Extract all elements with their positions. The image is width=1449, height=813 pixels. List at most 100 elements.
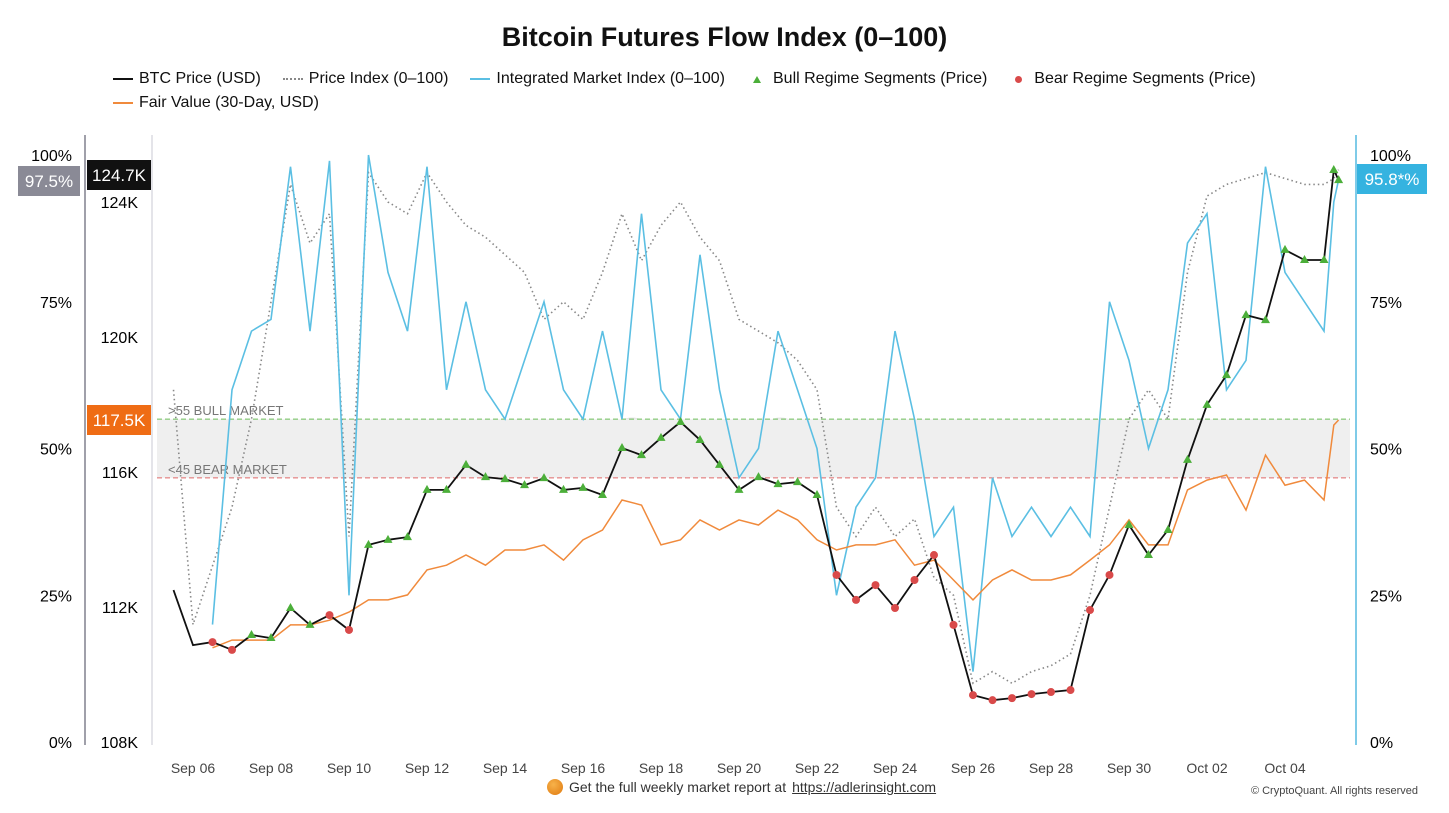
left-pct-tick: 25% — [40, 588, 72, 605]
bear-marker — [852, 595, 860, 604]
x-tick: Sep 26 — [951, 760, 996, 776]
bull-marker — [812, 489, 822, 498]
bull-marker — [403, 532, 412, 541]
bull-marker — [754, 472, 763, 481]
bear-marker — [832, 570, 841, 579]
tag-background — [1357, 164, 1427, 194]
legend-item-market-index[interactable]: Integrated Market Index (0–100) — [470, 70, 725, 88]
legend-item-btc-price[interactable]: BTC Price (USD) — [113, 70, 261, 88]
chart-title: Bitcoin Futures Flow Index (0–100) — [501, 22, 948, 52]
bull-marker — [617, 443, 627, 452]
legend-label: Bull Regime Segments (Price) — [773, 70, 988, 87]
x-tick: Sep 18 — [639, 760, 684, 776]
legend-row-2: Fair Value (30-Day, USD) — [113, 94, 319, 112]
bear-marker — [1027, 690, 1036, 699]
coin-icon — [547, 779, 563, 795]
left-pct-tick: 50% — [40, 442, 72, 459]
price-tick: 112K — [102, 600, 139, 617]
legend-label: Fair Value (30-Day, USD) — [139, 94, 319, 111]
bear-threshold-label: <45 BEAR MARKET — [168, 462, 287, 477]
dotted-line-swatch-icon — [282, 78, 303, 80]
bull-marker — [1163, 525, 1173, 534]
report-link[interactable]: https://adlerinsight.com — [792, 779, 937, 795]
line-swatch-icon — [113, 78, 133, 80]
bull-marker — [637, 450, 646, 459]
bear-marker — [1066, 686, 1075, 695]
bear-marker — [325, 611, 334, 620]
bear-marker — [345, 625, 353, 634]
bull-marker — [383, 534, 393, 543]
legend-label: Integrated Market Index (0–100) — [496, 70, 725, 87]
bear-marker — [910, 576, 919, 584]
bull-marker — [793, 477, 802, 486]
tag-text: 95.8*% — [1365, 170, 1420, 189]
value-tag-price_index_last: 97.5% — [18, 166, 80, 196]
bull-marker — [598, 489, 607, 498]
price-tick: 108K — [101, 735, 139, 752]
legend-item-bull-regime[interactable]: Bull Regime Segments (Price) — [747, 70, 987, 88]
footer-text: Get the full weekly market report at — [569, 779, 787, 795]
bull-marker — [442, 484, 451, 493]
x-tick: Sep 22 — [795, 760, 840, 776]
left-pct-tick: 0% — [49, 735, 72, 752]
bull-marker — [1280, 244, 1290, 253]
bear-marker — [871, 581, 880, 590]
bull-marker — [422, 484, 432, 493]
left-pct-tick: 75% — [40, 295, 72, 312]
tag-background — [87, 405, 151, 435]
bull-marker — [578, 482, 588, 491]
bull-marker — [520, 480, 529, 489]
right-pct-tick: 25% — [1370, 588, 1402, 605]
bull-marker — [364, 539, 373, 548]
bull-marker — [695, 434, 705, 443]
bull-marker — [1183, 454, 1192, 463]
bear-marker — [949, 620, 958, 629]
triangle-marker-icon — [753, 75, 761, 83]
price-tick: 120K — [101, 330, 139, 347]
bear-marker — [228, 645, 236, 654]
legend-item-fair-value[interactable]: Fair Value (30-Day, USD) — [113, 94, 319, 112]
x-tick: Sep 30 — [1107, 760, 1152, 776]
tag-background — [87, 160, 151, 190]
fair-value-line — [212, 419, 1340, 649]
price-index-line — [172, 169, 1340, 685]
x-tick: Sep 12 — [405, 760, 450, 776]
x-tick: Oct 02 — [1186, 760, 1227, 776]
x-tick: Sep 24 — [873, 760, 918, 776]
left-pct-tick: 100% — [31, 148, 72, 165]
legend-item-bear-regime[interactable]: Bear Regime Segments (Price) — [1009, 70, 1256, 88]
x-tick: Sep 14 — [483, 760, 528, 776]
value-tag-fair_value_last: 117.5K — [87, 405, 151, 435]
bull-marker — [1329, 164, 1339, 173]
price-tick: 124K — [101, 195, 139, 212]
bull-marker — [461, 459, 471, 468]
value-tag-market_index_last: 95.8*% — [1357, 164, 1427, 194]
bear-marker — [988, 696, 997, 705]
bear-marker — [969, 691, 977, 700]
bull-marker — [305, 619, 315, 628]
bull-marker — [1124, 519, 1134, 528]
x-tick: Sep 08 — [249, 760, 294, 776]
bear-marker — [1105, 570, 1114, 579]
legend-label: BTC Price (USD) — [139, 70, 261, 87]
bull-marker — [539, 473, 549, 482]
right-pct-tick: 75% — [1370, 295, 1402, 312]
bull-marker — [1222, 370, 1231, 379]
footer: Get the full weekly market report at htt… — [547, 779, 936, 795]
bull-marker — [1144, 550, 1153, 559]
bull-marker — [1241, 310, 1251, 319]
x-tick: Sep 06 — [171, 760, 216, 776]
bull-marker — [773, 479, 783, 488]
bull-marker — [286, 603, 295, 612]
bear-marker — [1047, 688, 1055, 697]
x-tick: Sep 10 — [327, 760, 372, 776]
tag-text: 97.5% — [25, 172, 73, 191]
legend-item-price-index[interactable]: Price Index (0–100) — [282, 70, 449, 88]
bull-marker — [247, 630, 256, 639]
legend-label: Price Index (0–100) — [308, 70, 449, 87]
bull-marker — [559, 484, 568, 493]
bear-marker — [930, 551, 938, 560]
bear-marker — [208, 638, 217, 647]
bull-marker — [1261, 315, 1270, 324]
